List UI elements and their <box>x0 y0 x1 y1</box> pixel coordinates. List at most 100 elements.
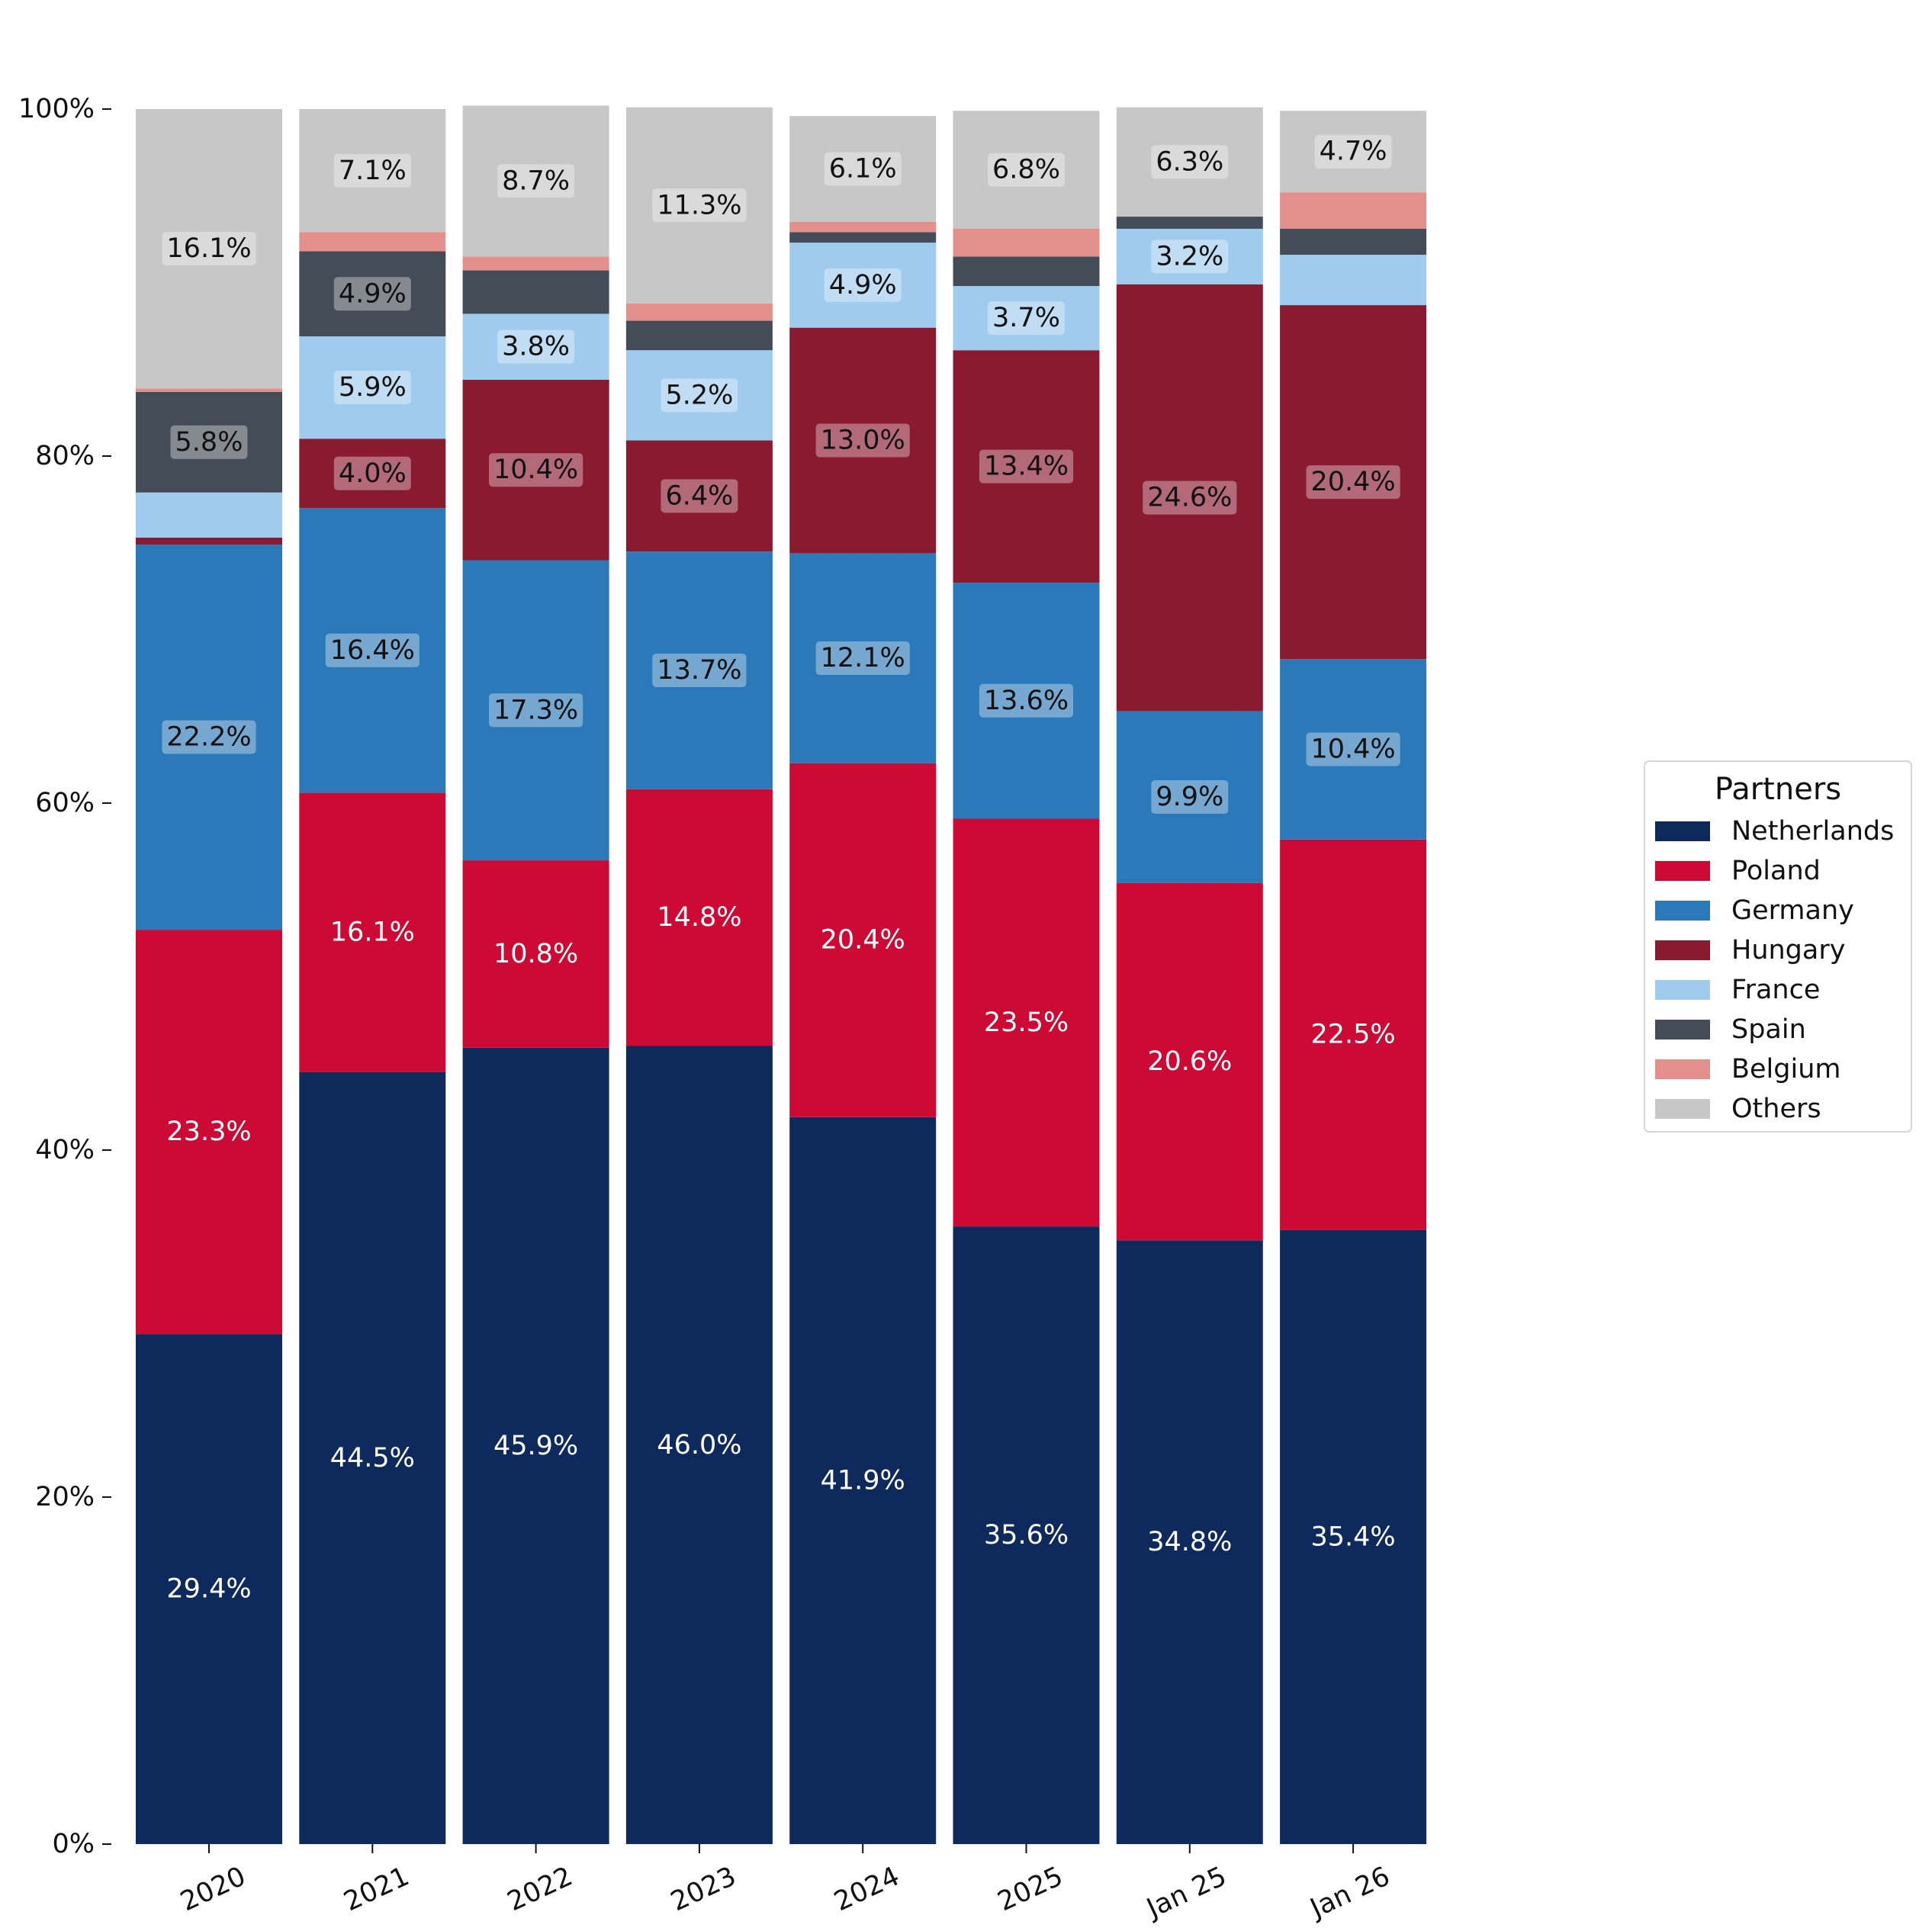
bar-segment <box>625 303 773 321</box>
data-label: 4.9% <box>829 270 897 300</box>
bar-segment <box>1280 255 1427 306</box>
data-label: 4.0% <box>339 458 407 489</box>
legend-swatch <box>1655 1099 1710 1119</box>
bar-segment <box>953 228 1100 257</box>
x-tick-label: Jan 25 <box>1141 1861 1231 1924</box>
data-label: 20.4% <box>1311 467 1396 497</box>
data-label: 10.8% <box>493 939 578 969</box>
bar-segment <box>1116 882 1263 1241</box>
bar-segment <box>789 116 937 222</box>
legend-label: France <box>1731 975 1820 1005</box>
legend-swatch <box>1655 861 1710 881</box>
data-label: 16.1% <box>330 917 415 947</box>
bar-segment <box>625 107 773 304</box>
bar-segment <box>299 251 446 337</box>
bar-segment <box>462 270 609 314</box>
y-tick-label: 0% <box>52 1829 95 1859</box>
data-label-box <box>333 371 411 405</box>
bar-segment <box>789 221 937 233</box>
legend: Partners Netherlands Poland Germany Hungary… <box>1644 760 1912 1133</box>
bar-segment <box>1280 1229 1427 1844</box>
bar-segment <box>462 313 609 380</box>
legend-label: Poland <box>1731 856 1821 886</box>
data-label-box <box>988 153 1065 187</box>
data-label-box <box>489 693 583 728</box>
data-label: 35.4% <box>1311 1522 1396 1552</box>
bar-segment <box>136 109 282 389</box>
y-axis: 0% 20% 40% 60% 80% 100% <box>18 94 111 1859</box>
legend-swatch <box>1655 821 1710 841</box>
bar-segment <box>625 1046 773 1844</box>
data-label: 13.7% <box>657 655 741 686</box>
bar-segment <box>1116 217 1263 229</box>
data-label-box <box>661 479 738 513</box>
data-label-box <box>1143 480 1237 515</box>
legend-title: Partners <box>1715 772 1841 807</box>
bar-segment <box>789 553 937 763</box>
data-label-box <box>497 164 575 198</box>
bar-segment <box>625 320 773 351</box>
bar-segment <box>953 1226 1100 1844</box>
bar-segment <box>1116 228 1263 284</box>
bar-segment <box>1280 659 1427 840</box>
data-label: 3.7% <box>992 303 1060 333</box>
data-label-box <box>1151 780 1229 815</box>
data-label: 10.4% <box>1311 734 1396 764</box>
data-label-box <box>1306 732 1400 766</box>
data-label: 13.6% <box>984 686 1069 716</box>
bar-segment <box>136 537 282 545</box>
data-label: 22.5% <box>1311 1020 1396 1050</box>
data-label: 34.8% <box>1147 1527 1232 1557</box>
bar-segment <box>299 439 446 509</box>
bar-segment <box>1280 839 1427 1230</box>
legend-items: Netherlands Poland Germany Hungary France Spa… <box>1655 816 1894 1124</box>
bar-segment <box>136 1334 282 1844</box>
bar-segment <box>625 551 773 789</box>
data-label-box <box>170 425 248 459</box>
data-label: 6.4% <box>665 480 733 511</box>
bar-segment <box>462 860 609 1048</box>
data-label: 4.7% <box>1320 137 1387 167</box>
data-label: 12.1% <box>821 643 905 673</box>
bar-segment <box>625 789 773 1046</box>
data-label: 9.9% <box>1156 782 1223 812</box>
data-label: 10.4% <box>493 455 578 485</box>
data-label: 16.4% <box>330 635 415 666</box>
legend-swatch <box>1655 1020 1710 1040</box>
bar-segment <box>953 256 1100 287</box>
data-label-box <box>1306 465 1400 500</box>
data-label: 6.1% <box>829 153 897 184</box>
data-label: 23.5% <box>984 1007 1069 1038</box>
bar-segment <box>953 818 1100 1227</box>
data-label-box <box>979 449 1074 484</box>
bar-segment <box>789 763 937 1117</box>
legend-swatch <box>1655 940 1710 960</box>
bar-segment <box>1280 305 1427 660</box>
bar-segment <box>136 388 282 392</box>
data-label-box <box>661 378 738 413</box>
bar-segment <box>1116 711 1263 883</box>
bar-segment <box>1116 1240 1263 1844</box>
data-label-box <box>824 152 902 186</box>
data-label-box <box>1314 134 1392 169</box>
legend-label: Belgium <box>1731 1054 1841 1084</box>
bar-segment <box>299 792 446 1072</box>
data-label: 4.9% <box>339 278 407 309</box>
bar-segment <box>462 1047 609 1844</box>
data-label: 22.2% <box>166 722 251 753</box>
data-label-box <box>1151 239 1229 274</box>
bar-segment <box>953 350 1100 583</box>
data-label: 11.3% <box>657 190 741 220</box>
data-label-box <box>333 456 411 490</box>
bar-segment <box>789 1117 937 1844</box>
data-label: 14.8% <box>657 902 741 933</box>
legend-label: Others <box>1731 1094 1821 1124</box>
data-label: 35.6% <box>984 1520 1069 1550</box>
data-label-box <box>979 683 1074 718</box>
data-label: 44.5% <box>330 1443 415 1473</box>
data-label: 17.3% <box>493 695 578 725</box>
data-label: 29.4% <box>166 1574 251 1605</box>
data-label-box <box>489 453 583 487</box>
data-label: 41.9% <box>821 1465 905 1496</box>
